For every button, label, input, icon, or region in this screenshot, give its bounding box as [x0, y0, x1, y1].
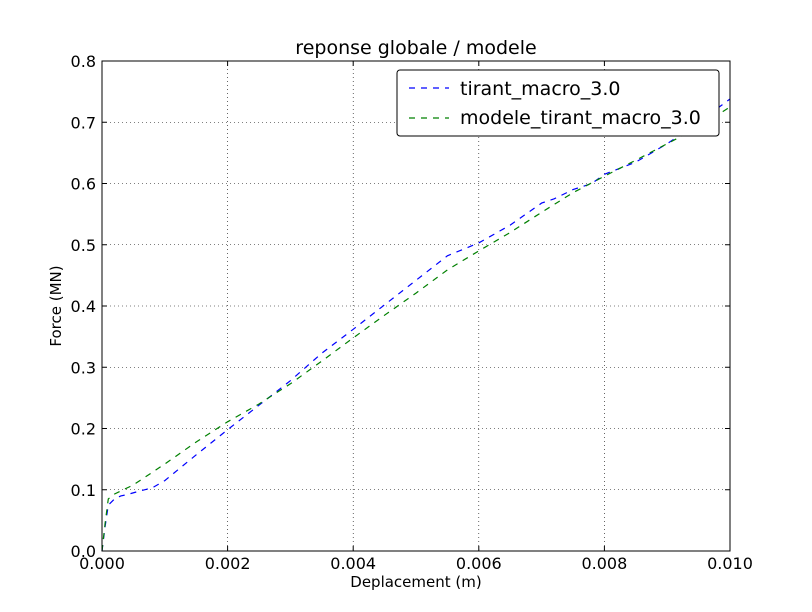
series-line-modele	[101, 106, 731, 552]
series-line-tirant	[101, 98, 731, 552]
axis-ticks: 0.000 0.002 0.004 0.006 0.008 0.010 0.0 0.1 0.2 0…	[71, 52, 753, 573]
y-tick-label: 0.7	[71, 113, 96, 132]
series-lines	[101, 98, 731, 552]
y-tick-label: 0.2	[71, 420, 96, 439]
legend-box	[396, 69, 720, 137]
x-axis-label: Deplacement (m)	[350, 573, 481, 591]
y-tick-label: 0.1	[71, 481, 96, 500]
y-tick-label: 0.6	[71, 175, 96, 194]
x-tick-label: 0.010	[707, 554, 753, 573]
chart-title: reponse globale / modele	[295, 37, 536, 59]
legend-label-modele: modele_tirant_macro_3.0	[460, 107, 701, 129]
y-tick-label: 0.8	[71, 52, 96, 71]
y-tick-label: 0.4	[71, 297, 96, 316]
legend-label-tirant: tirant_macro_3.0	[460, 78, 621, 100]
x-tick-label: 0.008	[581, 554, 627, 573]
y-tick-label: 0.3	[71, 358, 96, 377]
x-tick-label: 0.002	[205, 554, 251, 573]
legend: tirant_macro_3.0 modele_tirant_macro_3.0	[396, 69, 720, 137]
x-tick-label: 0.004	[330, 554, 376, 573]
y-axis-label: Force (MN)	[47, 265, 65, 346]
y-tick-label: 0.0	[71, 542, 96, 561]
grid-lines	[102, 61, 730, 551]
x-tick-label: 0.006	[456, 554, 502, 573]
x-tick-label: 0.000	[79, 554, 125, 573]
y-tick-label: 0.5	[71, 236, 96, 255]
